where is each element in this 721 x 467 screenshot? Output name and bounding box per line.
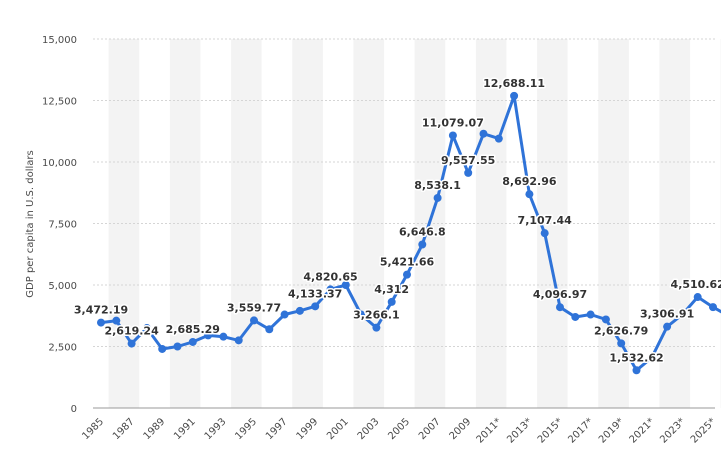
data-point: [295, 306, 304, 315]
data-label: 3,472.19: [74, 304, 128, 317]
data-point: [250, 316, 258, 325]
data-label: 3,559.77: [227, 301, 281, 314]
data-point: [311, 302, 320, 311]
data-point: [678, 310, 687, 319]
x-tick-label: 2021*: [628, 416, 657, 445]
x-tick-label: 1987: [111, 416, 137, 442]
x-tick-label: 1985: [80, 416, 106, 442]
data-point: [693, 293, 702, 302]
x-tick-label: 1997: [264, 416, 290, 442]
data-point: [647, 353, 656, 362]
data-point: [556, 303, 564, 312]
data-point: [571, 312, 580, 321]
data-point: [494, 134, 503, 143]
x-tick-label: 1991: [172, 416, 198, 442]
x-tick-label: 2025*: [689, 416, 718, 445]
data-point: [234, 336, 243, 345]
gridlines: [93, 38, 715, 409]
x-tick-label: 2003: [356, 416, 382, 442]
x-tick-label: 1989: [142, 416, 168, 442]
data-point: [448, 131, 457, 140]
data-point: [479, 129, 488, 138]
data-label: 12,688.11: [483, 77, 545, 90]
data-label: 8,538.1: [414, 179, 461, 192]
y-tick-label: 2,500: [48, 343, 77, 354]
data-point: [158, 344, 167, 353]
data-point: [188, 337, 197, 346]
data-point: [709, 303, 717, 312]
y-axis-ticks: 0 2,500 5,000 7,500 10,000 12,500 15,000: [42, 35, 77, 415]
y-tick-label: 7,500: [48, 220, 77, 231]
data-label: 4,096.97: [533, 288, 587, 301]
data-label: 1,532.62: [609, 351, 663, 364]
data-point: [387, 297, 396, 306]
data-point: [219, 332, 228, 341]
data-point: [464, 168, 473, 177]
x-tick-label: 2005: [386, 416, 412, 442]
data-point: [433, 193, 442, 202]
data-label: 2,619.24: [104, 325, 159, 338]
data-label: 2,626.79: [594, 324, 648, 337]
data-point: [127, 339, 136, 348]
data-point: [341, 281, 350, 289]
x-tick-label: 2013*: [505, 416, 534, 445]
x-tick-label: 2007: [417, 416, 443, 442]
x-tick-label: 1993: [203, 416, 229, 442]
data-label: 8,692.96: [502, 175, 557, 188]
y-tick-label: 10,000: [42, 158, 77, 169]
data-point: [204, 331, 213, 340]
data-label: 4,133.37: [288, 287, 342, 300]
data-label: 6,646.8: [399, 225, 446, 238]
y-tick-label: 0: [71, 404, 77, 415]
data-label: 9,557.55: [441, 154, 495, 167]
data-point: [632, 366, 641, 375]
data-point: [601, 315, 610, 324]
x-tick-label: 2015*: [536, 416, 565, 445]
data-point: [326, 285, 335, 294]
data-point: [357, 310, 366, 319]
x-tick-label: 1999: [295, 416, 321, 442]
data-point: [540, 229, 549, 238]
y-tick-label: 12,500: [42, 97, 77, 108]
y-tick-label: 5,000: [48, 281, 77, 292]
data-point: [586, 310, 595, 319]
x-tick-label: 2019*: [597, 416, 626, 445]
x-tick-label: 2001: [325, 416, 351, 442]
data-point: [525, 190, 534, 199]
data-label: 4,312: [374, 283, 409, 296]
y-axis-title: GDP per capita in U.S. dollars: [25, 150, 36, 297]
data-point: [97, 318, 105, 327]
data-point: [617, 339, 626, 348]
data-point: [418, 240, 427, 249]
x-tick-label: 2023*: [658, 416, 687, 445]
data-label: 4,510.62: [671, 278, 721, 291]
data-label: 7,107.44: [518, 214, 573, 227]
x-tick-label: 2011*: [475, 416, 504, 445]
data-point: [265, 325, 274, 334]
data-point: [510, 91, 519, 100]
data-label: 4,820.65: [303, 270, 357, 283]
data-point: [403, 270, 411, 279]
x-tick-label: 1995: [233, 416, 259, 442]
data-point: [372, 323, 381, 332]
data-point: [663, 322, 672, 331]
data-label: 11,079.07: [422, 116, 484, 129]
data-label: 2,685.29: [166, 323, 220, 336]
data-label: 3,266.1: [353, 309, 400, 322]
data-labels: 3,472.19 2,619.24 2,685.29 3,559.77 4,133.37…: [72, 75, 721, 365]
data-point: [112, 316, 121, 325]
x-tick-label: 2017*: [566, 416, 595, 445]
data-point: [280, 310, 289, 319]
points-layer: [97, 91, 717, 375]
data-label: 3,306.91: [640, 308, 694, 321]
x-axis-ticks: 1985 1987 1989 1991 1993 1995 1997 1999 2001 2003…: [80, 416, 718, 445]
data-label: 5,421.66: [380, 256, 435, 269]
x-tick-label: 2009: [448, 416, 474, 442]
data-point: [173, 342, 182, 351]
y-tick-label: 15,000: [42, 35, 77, 46]
data-point: [142, 324, 151, 333]
